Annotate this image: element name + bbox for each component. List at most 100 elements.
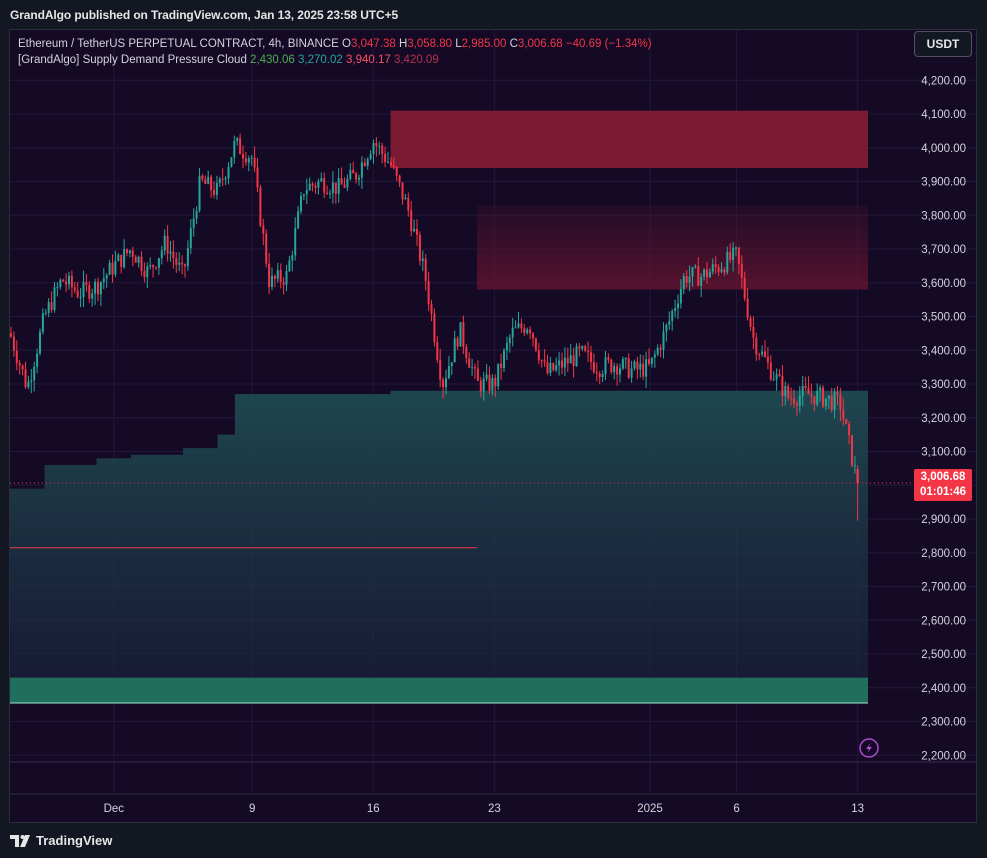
candle-body	[743, 277, 746, 299]
candle-body	[128, 250, 131, 254]
candle-body	[674, 308, 677, 312]
candle-body	[62, 279, 65, 282]
candle-body	[766, 356, 769, 363]
candle-body	[282, 281, 285, 285]
candle-body	[421, 258, 424, 261]
candle-body	[468, 358, 471, 368]
candle-body	[236, 138, 239, 142]
candle-body	[479, 380, 482, 392]
candle-body	[758, 354, 761, 356]
candle-body	[584, 346, 587, 351]
candle-body	[795, 403, 798, 406]
currency-button[interactable]: USDT	[914, 31, 972, 57]
time-axis: Dec 9 16 23 2025 6 13	[10, 761, 976, 815]
close-label: C	[509, 38, 518, 50]
candle-body	[746, 298, 749, 318]
candle-body	[30, 380, 33, 382]
candle-body	[384, 153, 387, 163]
candle-body	[740, 263, 743, 278]
candle-body	[355, 173, 358, 180]
candle-body	[665, 324, 668, 332]
y-tick-label: 2,400.00	[921, 683, 966, 695]
candle-body	[120, 254, 123, 268]
candle-body	[70, 275, 73, 288]
candle-body	[563, 357, 566, 368]
candle-body	[697, 266, 700, 286]
candle-body	[439, 360, 442, 380]
candle-body	[787, 386, 790, 398]
candle-body	[619, 368, 621, 375]
y-tick-label: 3,800.00	[921, 210, 966, 222]
candle-body	[540, 360, 543, 362]
candle-body	[15, 350, 18, 364]
supply-cloud	[477, 205, 868, 290]
high-label: H	[398, 38, 408, 50]
candle-body	[288, 260, 291, 272]
candle-body	[221, 178, 224, 180]
tradingview-logo[interactable]: TradingView	[10, 833, 112, 848]
candle-body	[569, 355, 572, 364]
candle-body	[598, 373, 601, 377]
candle-body	[291, 255, 294, 261]
price-axis: 4,200.00 4,100.00 4,000.00 3,900.00 3,800.00…	[921, 75, 966, 762]
symbol-name[interactable]: Ethereum / TetherUS PERPETUAL CONTRACT, …	[18, 38, 339, 50]
candle-body	[450, 362, 453, 366]
y-tick-label: 2,300.00	[921, 717, 966, 729]
candle-body	[474, 367, 476, 369]
candle-body	[685, 275, 688, 283]
footer-brand: TradingView	[36, 833, 113, 848]
candle-body	[616, 366, 619, 375]
candle-body	[514, 327, 517, 329]
candle-body	[607, 357, 610, 360]
candle-body	[842, 409, 845, 420]
alert-icon[interactable]	[859, 738, 879, 758]
candle-body	[242, 154, 244, 159]
candle-body	[714, 264, 717, 268]
indicator-value-4: 3,420.09	[393, 54, 439, 66]
indicator-name[interactable]: [GrandAlgo] Supply Demand Pressure Cloud	[18, 54, 247, 66]
candle-body	[10, 333, 12, 337]
candle-body	[784, 386, 787, 397]
candle-body	[82, 281, 85, 297]
candle-body	[801, 385, 804, 396]
x-tick-label: 23	[488, 803, 501, 815]
candle-body	[549, 363, 552, 374]
candle-body	[822, 387, 824, 407]
candle-body	[781, 375, 784, 397]
candle-body	[453, 338, 456, 363]
candle-body	[244, 158, 247, 163]
change-value: −40.69 (−1.34%)	[565, 38, 652, 50]
last-price: 3,006.68	[920, 471, 966, 483]
y-tick-label: 2,600.00	[921, 615, 966, 627]
candle-body	[737, 247, 740, 264]
candle-body	[601, 373, 604, 377]
candle-body	[824, 398, 827, 407]
candle-body	[694, 266, 697, 268]
x-tick-label: 2025	[637, 803, 663, 815]
candle-body	[476, 368, 479, 381]
candle-body	[813, 396, 816, 405]
candle-body	[769, 362, 772, 380]
candle-body	[442, 379, 445, 388]
candle-body	[494, 377, 497, 387]
candle-body	[308, 183, 311, 191]
candle-body	[352, 170, 355, 174]
candle-body	[520, 323, 523, 329]
candle-body	[688, 276, 691, 283]
candle-body	[85, 281, 88, 286]
low-value: 2,985.00	[461, 38, 507, 50]
candle-body	[265, 233, 268, 264]
candle-body	[595, 372, 598, 374]
candle-body	[366, 159, 369, 166]
y-tick-label: 3,600.00	[921, 278, 966, 290]
candle-body	[27, 381, 30, 388]
candle-body	[262, 225, 265, 234]
candle-body	[633, 361, 636, 369]
candle-body	[630, 368, 633, 378]
candle-body	[50, 302, 53, 310]
candle-body	[424, 258, 427, 282]
candle-body	[465, 346, 468, 359]
candle-body	[537, 350, 540, 361]
y-tick-label: 3,400.00	[921, 345, 966, 357]
